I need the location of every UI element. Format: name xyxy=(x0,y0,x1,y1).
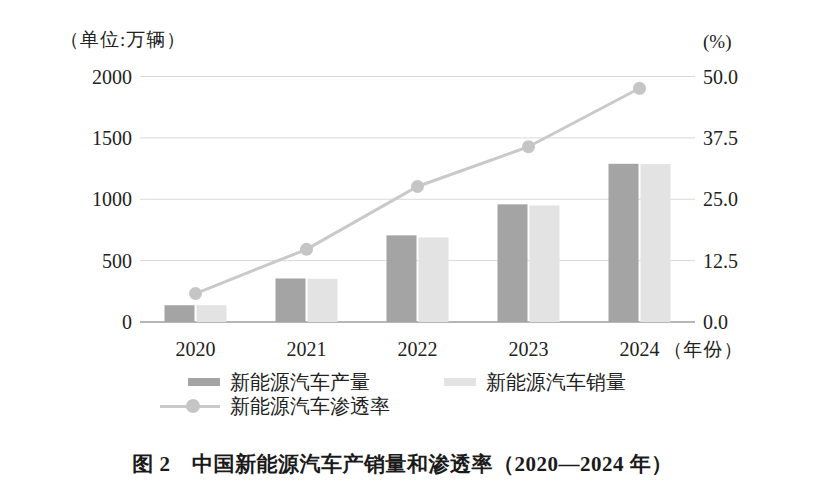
penetration-marker-2024 xyxy=(633,82,646,95)
production-bar-swatch-icon xyxy=(188,378,220,386)
bar-sales-2022 xyxy=(419,237,449,322)
legend-label-penetration: 新能源汽车渗透率 xyxy=(230,393,390,420)
penetration-marker-2022 xyxy=(411,180,424,193)
year-label-2022: 2022 xyxy=(398,338,438,360)
left-tick-500: 500 xyxy=(102,250,132,272)
year-label-2021: 2021 xyxy=(287,338,327,360)
left-tick-2000: 2000 xyxy=(92,66,132,88)
legend-label-sales: 新能源汽车销量 xyxy=(486,369,626,396)
right-tick-50.0: 50.0 xyxy=(703,66,738,88)
bar-production-2024 xyxy=(609,164,639,322)
nev-chart-figure: （单位:万辆） (%) 200050.0150037.5100025.05001… xyxy=(0,0,831,497)
left-tick-1000: 1000 xyxy=(92,188,132,210)
bar-sales-2024 xyxy=(641,164,671,322)
penetration-marker-2023 xyxy=(522,140,535,153)
chart-canvas: 2000 50.0 1500 37.5 1000 25.0 500 12.5 0 0.0 2020 2… xyxy=(0,0,831,366)
bar-production-2022 xyxy=(387,235,417,322)
figure-caption: 图 2 中国新能源汽车产销量和渗透率（2020—2024 年） xyxy=(0,450,805,478)
legend-label-production: 新能源汽车产量 xyxy=(230,369,370,396)
bar-sales-2023 xyxy=(530,205,560,322)
bar-sales-2020 xyxy=(197,305,227,322)
left-tick-1500: 1500 xyxy=(92,127,132,149)
sales-bar-swatch-icon xyxy=(444,378,476,386)
bar-production-2021 xyxy=(276,278,306,322)
year-label-2020: 2020 xyxy=(176,338,216,360)
year-label-2024: 2024 xyxy=(620,338,660,360)
year-label-2023: 2023 xyxy=(509,338,549,360)
left-tick-0: 0 xyxy=(122,311,132,333)
right-tick-37.5: 37.5 xyxy=(703,127,738,149)
legend-item-penetration: 新能源汽车渗透率 xyxy=(160,398,390,414)
bar-production-2020 xyxy=(165,305,195,322)
right-tick-0.0: 0.0 xyxy=(703,311,728,333)
right-tick-12.5: 12.5 xyxy=(703,250,738,272)
penetration-line-swatch-icon xyxy=(160,399,220,413)
bar-production-2023 xyxy=(498,204,528,322)
legend-item-sales: 新能源汽车销量 xyxy=(444,374,626,390)
penetration-marker-2021 xyxy=(300,243,313,256)
legend-item-production: 新能源汽车产量 xyxy=(188,374,370,390)
penetration-swatch-dot xyxy=(186,399,200,413)
penetration-marker-2020 xyxy=(189,287,202,300)
right-tick-25.0: 25.0 xyxy=(703,188,738,210)
bar-sales-2021 xyxy=(308,279,338,322)
x-axis-suffix: （年份） xyxy=(664,339,744,360)
